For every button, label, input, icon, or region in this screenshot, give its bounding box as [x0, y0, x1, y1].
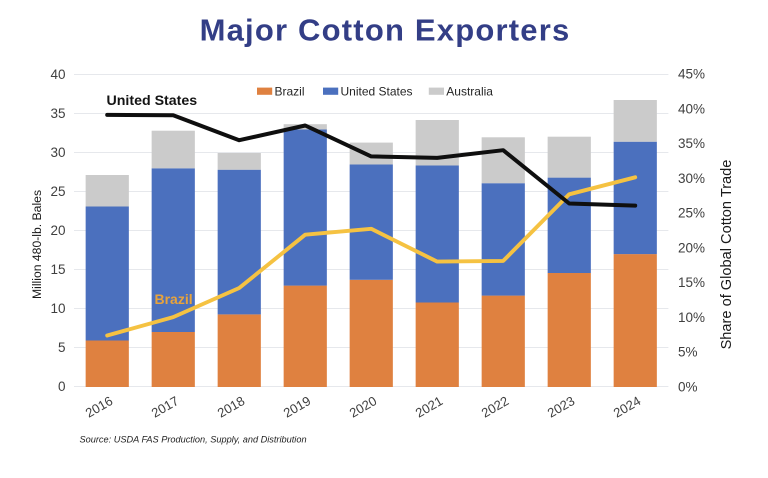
svg-text:Share of Global Cotton Trade: Share of Global Cotton Trade	[719, 160, 735, 350]
svg-text:Million 480-lb. Bales: Million 480-lb. Bales	[30, 190, 44, 299]
svg-text:45%: 45%	[678, 67, 705, 82]
svg-text:40: 40	[50, 67, 65, 82]
svg-text:United States: United States	[107, 93, 198, 109]
svg-text:0%: 0%	[678, 379, 698, 394]
svg-text:20%: 20%	[678, 240, 705, 255]
svg-text:25: 25	[50, 184, 65, 199]
svg-text:30: 30	[50, 145, 65, 160]
svg-text:30%: 30%	[678, 171, 705, 186]
svg-text:5%: 5%	[678, 345, 698, 360]
svg-text:10: 10	[50, 301, 65, 316]
svg-text:35: 35	[50, 106, 65, 121]
svg-text:Brazil: Brazil	[155, 291, 193, 307]
svg-text:15%: 15%	[678, 275, 705, 290]
svg-text:10%: 10%	[678, 310, 705, 325]
svg-text:15: 15	[50, 262, 65, 277]
svg-text:Source: USDA FAS Production, S: Source: USDA FAS Production, Supply, and…	[80, 435, 307, 445]
svg-text:40%: 40%	[678, 101, 705, 116]
svg-text:Major Cotton Exporters: Major Cotton Exporters	[200, 13, 571, 48]
svg-text:25%: 25%	[678, 206, 705, 221]
svg-text:Brazil: Brazil	[275, 84, 305, 98]
svg-text:35%: 35%	[678, 136, 705, 151]
svg-text:United States: United States	[341, 84, 413, 98]
svg-text:20: 20	[50, 223, 65, 238]
svg-text:5: 5	[58, 340, 66, 355]
svg-text:Australia: Australia	[446, 84, 493, 98]
svg-text:0: 0	[58, 379, 66, 394]
